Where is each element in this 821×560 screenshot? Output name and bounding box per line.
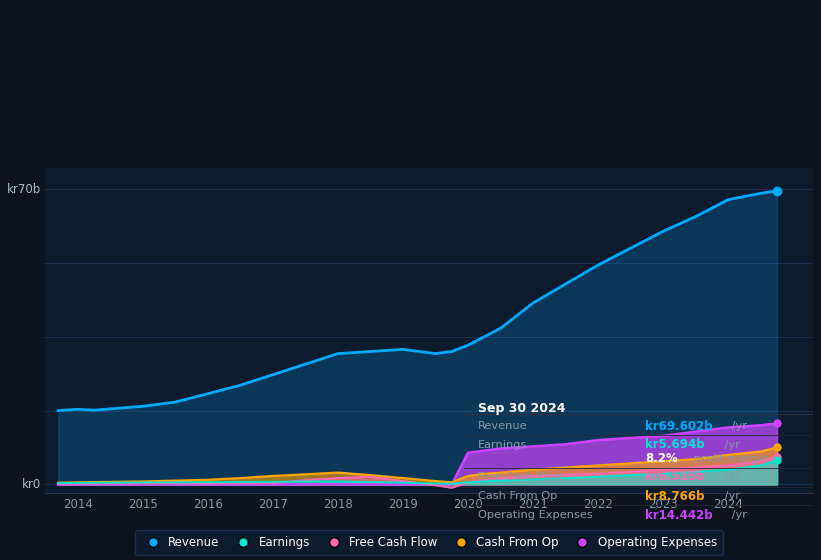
Text: /yr: /yr [728, 421, 747, 431]
Text: kr5.694b: kr5.694b [645, 438, 705, 451]
Text: kr70b: kr70b [7, 183, 41, 195]
Text: Free Cash Flow: Free Cash Flow [478, 472, 563, 482]
Text: kr0: kr0 [22, 478, 41, 491]
Text: Earnings: Earnings [478, 440, 527, 450]
Text: kr14.442b: kr14.442b [645, 508, 713, 522]
Text: 8.2%: 8.2% [645, 452, 678, 465]
Text: Operating Expenses: Operating Expenses [478, 510, 593, 520]
Text: kr6.515b: kr6.515b [645, 470, 704, 483]
Text: Sep 30 2024: Sep 30 2024 [478, 402, 566, 415]
Text: /yr: /yr [721, 491, 740, 501]
Text: kr69.602b: kr69.602b [645, 419, 713, 432]
Legend: Revenue, Earnings, Free Cash Flow, Cash From Op, Operating Expenses: Revenue, Earnings, Free Cash Flow, Cash … [135, 530, 722, 555]
Text: /yr: /yr [721, 440, 740, 450]
Text: profit margin: profit margin [690, 454, 768, 464]
Text: Cash From Op: Cash From Op [478, 491, 557, 501]
Text: /yr: /yr [728, 510, 747, 520]
Text: /yr: /yr [721, 472, 740, 482]
Text: kr8.766b: kr8.766b [645, 490, 704, 503]
Text: Revenue: Revenue [478, 421, 527, 431]
